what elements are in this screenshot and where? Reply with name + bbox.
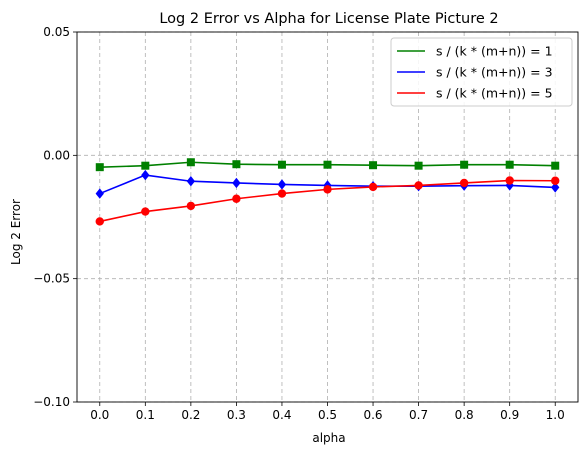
- data-point-series-1: [96, 163, 104, 171]
- data-point-series-1: [278, 161, 286, 169]
- data-point-series-2: [278, 179, 286, 189]
- x-tick-label: 0.3: [227, 408, 246, 422]
- y-tick-label: −0.10: [33, 395, 70, 409]
- data-point-series-1: [506, 161, 514, 169]
- x-axis-label: alpha: [312, 431, 345, 445]
- legend: s / (k * (m+n)) = 1 s / (k * (m+n)) = 3 s …: [391, 38, 572, 106]
- data-point-series-1: [232, 160, 240, 168]
- data-point-series-1: [141, 162, 149, 170]
- x-tick-label: 0.7: [409, 408, 428, 422]
- x-tick-label: 0.1: [136, 408, 155, 422]
- y-tick-label: −0.05: [33, 272, 70, 286]
- data-point-series-3: [551, 177, 559, 185]
- data-point-series-3: [505, 176, 513, 184]
- data-point-series-3: [278, 189, 286, 197]
- x-tick-label: 1.0: [546, 408, 565, 422]
- data-point-series-3: [187, 202, 195, 210]
- data-point-series-1: [369, 161, 377, 169]
- data-point-series-2: [232, 178, 240, 188]
- data-point-series-1: [551, 162, 559, 170]
- data-point-series-3: [323, 185, 331, 193]
- data-point-series-1: [415, 162, 423, 170]
- x-tick-label: 0.8: [455, 408, 474, 422]
- legend-label-1: s / (k * (m+n)) = 1: [436, 44, 553, 59]
- data-point-series-2: [141, 170, 149, 180]
- data-point-series-3: [96, 217, 104, 225]
- data-point-series-1: [187, 158, 195, 166]
- data-point-series-2: [187, 176, 195, 186]
- data-point-series-3: [460, 179, 468, 187]
- data-point-series-3: [414, 181, 422, 189]
- data-point-series-3: [369, 183, 377, 191]
- data-point-series-3: [141, 207, 149, 215]
- y-tick-label: 0.00: [43, 148, 70, 162]
- x-tick-label: 0.9: [500, 408, 519, 422]
- data-point-series-1: [460, 161, 468, 169]
- y-axis-label: Log 2 Error: [9, 199, 23, 265]
- data-point-series-1: [324, 161, 332, 169]
- x-tick-label: 0.2: [181, 408, 200, 422]
- data-point-series-2: [96, 188, 104, 198]
- legend-label-3: s / (k * (m+n)) = 5: [436, 86, 553, 101]
- legend-label-2: s / (k * (m+n)) = 3: [436, 65, 553, 80]
- y-tick-label: 0.05: [43, 25, 70, 39]
- x-tick-label: 0.4: [272, 408, 291, 422]
- data-point-series-3: [232, 195, 240, 203]
- chart-title: Log 2 Error vs Alpha for License Plate P…: [159, 11, 498, 27]
- x-tick-label: 0.6: [363, 408, 382, 422]
- x-tick-label: 0.0: [90, 408, 109, 422]
- x-tick-label: 0.5: [318, 408, 337, 422]
